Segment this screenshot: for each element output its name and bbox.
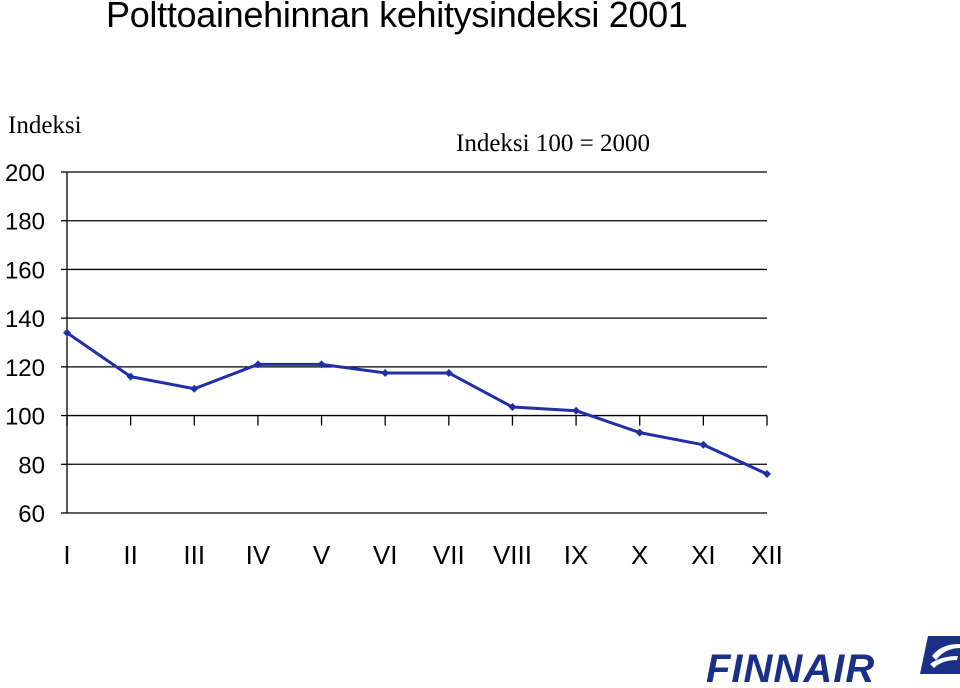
x-tick-labels: I II III IV V VI VII VIII IX X XI XII [63,540,783,570]
data-point-I [63,328,71,337]
x-tick-label-V: V [313,540,331,570]
data-point-X [635,428,644,437]
data-point-V [317,360,326,369]
y-tick-label-180: 180 [5,209,45,236]
x-tick-label-I: I [63,540,70,570]
y-tick-label-120: 120 [5,355,45,382]
chart-title: Polttoainehinnan kehitysindeksi 2001 [106,0,688,35]
data-point-IV [253,360,262,369]
y-tick-label-140: 140 [5,306,45,333]
x-tick-label-VII: VII [433,540,465,570]
x-tick-label-II: II [123,540,137,570]
y-axis-label: Indeksi [8,112,82,139]
data-point-VI [381,368,390,377]
y-tick-label-60: 60 [18,501,45,528]
finnair-wordmark: FINNAIR [706,647,875,688]
axes [61,171,768,514]
series-polyline [66,331,768,476]
data-point-VIII [508,403,517,412]
data-point-IX [572,406,581,415]
data-point-XII [763,470,771,479]
data-point-III [190,384,199,393]
x-tick-label-XI: XI [691,540,716,570]
data-point-II [126,372,135,381]
y-tick-label-200: 200 [5,160,45,187]
x-tick-label-III: III [183,540,205,570]
y-tick-labels: 60 80 100 120 140 160 180 200 [5,160,45,528]
gridlines [67,171,767,465]
series-line [63,328,771,479]
data-point-XI [699,440,708,449]
x-tick-label-IX: IX [564,540,589,570]
index-base-note: Indeksi 100 = 2000 [456,130,650,157]
x-tick-label-VI: VI [373,540,398,570]
x-tick-label-X: X [631,540,648,570]
y-tick-label-100: 100 [5,404,45,431]
finnair-logo: FINNAIR [706,636,960,688]
finnair-emblem-icon [920,636,960,674]
x-tick-label-XII: XII [751,540,783,570]
x-tick-label-VIII: VIII [493,540,532,570]
y-tick-label-80: 80 [18,452,45,479]
data-point-VII [444,368,453,377]
x-tick-label-IV: IV [246,540,271,570]
y-tick-label-160: 160 [5,257,45,284]
